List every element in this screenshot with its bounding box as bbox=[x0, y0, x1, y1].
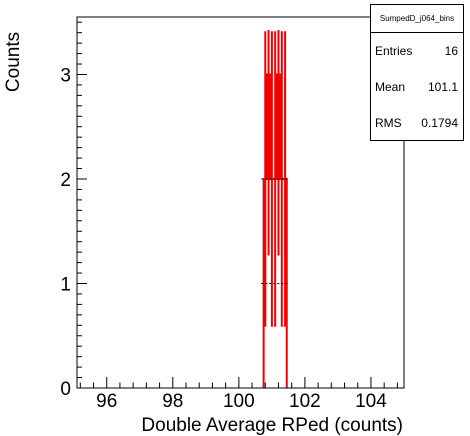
plot-frame bbox=[76, 16, 405, 389]
stats-rms-label: RMS bbox=[375, 116, 402, 130]
stats-box: SumpedD_j064_bins Entries 16 Mean 101.1 … bbox=[370, 4, 464, 141]
y-axis-label: Counts bbox=[3, 32, 24, 92]
stats-rms-row: RMS 0.1794 bbox=[371, 105, 463, 141]
x-tick-label: 98 bbox=[162, 391, 183, 412]
x-tick-label: 100 bbox=[223, 391, 255, 412]
histogram-bars bbox=[261, 29, 290, 388]
stats-mean-label: Mean bbox=[375, 80, 406, 94]
y-tick-label: 3 bbox=[60, 65, 71, 86]
stats-entries-row: Entries 16 bbox=[371, 33, 463, 69]
stats-mean-row: Mean 101.1 bbox=[371, 69, 463, 105]
x-axis-label: Double Average RPed (counts) bbox=[141, 415, 403, 436]
x-tick-label: 102 bbox=[289, 391, 321, 412]
y-axis-ticks: 0 1 2 3 bbox=[60, 21, 87, 400]
stats-mean-value: 101.1 bbox=[427, 80, 458, 94]
y-tick-label: 2 bbox=[60, 170, 71, 191]
x-tick-label: 96 bbox=[96, 391, 117, 412]
x-axis-ticks: 96 98 100 102 104 bbox=[79, 377, 398, 412]
stats-entries-value: 16 bbox=[444, 44, 458, 58]
stats-title: SumpedD_j064_bins bbox=[371, 5, 463, 33]
stats-rms-value: 0.1794 bbox=[421, 116, 458, 130]
y-tick-label: 1 bbox=[60, 274, 71, 295]
x-tick-label: 104 bbox=[355, 391, 387, 412]
y-tick-label: 0 bbox=[60, 379, 71, 400]
stats-entries-label: Entries bbox=[375, 44, 413, 58]
